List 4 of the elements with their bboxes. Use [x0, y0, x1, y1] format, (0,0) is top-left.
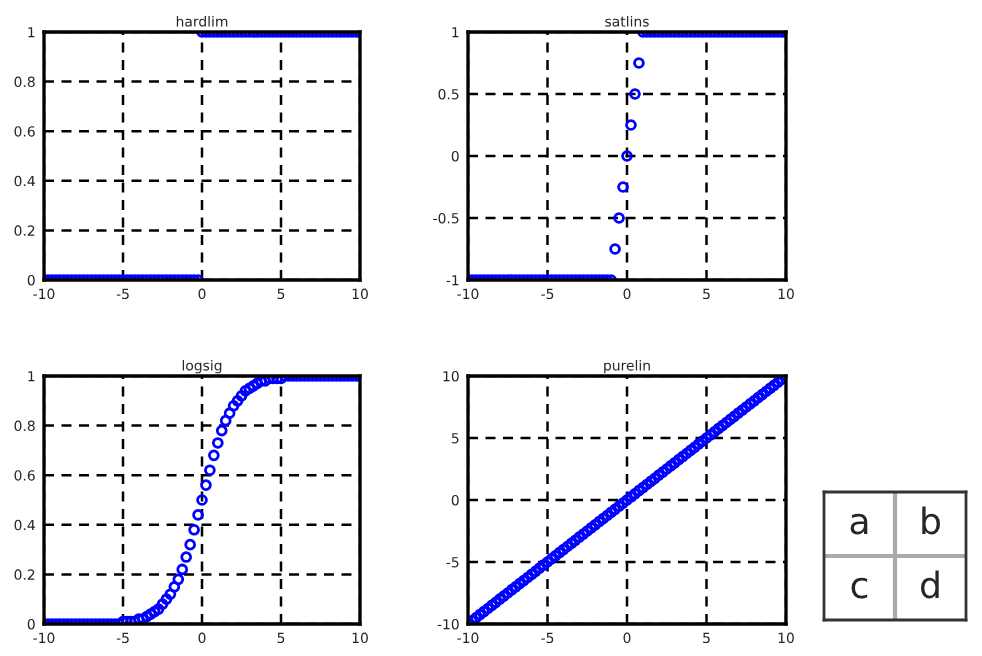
text: b — [922, 506, 940, 535]
text: d — [921, 570, 939, 599]
text: a — [850, 513, 868, 535]
text: c — [851, 577, 868, 599]
